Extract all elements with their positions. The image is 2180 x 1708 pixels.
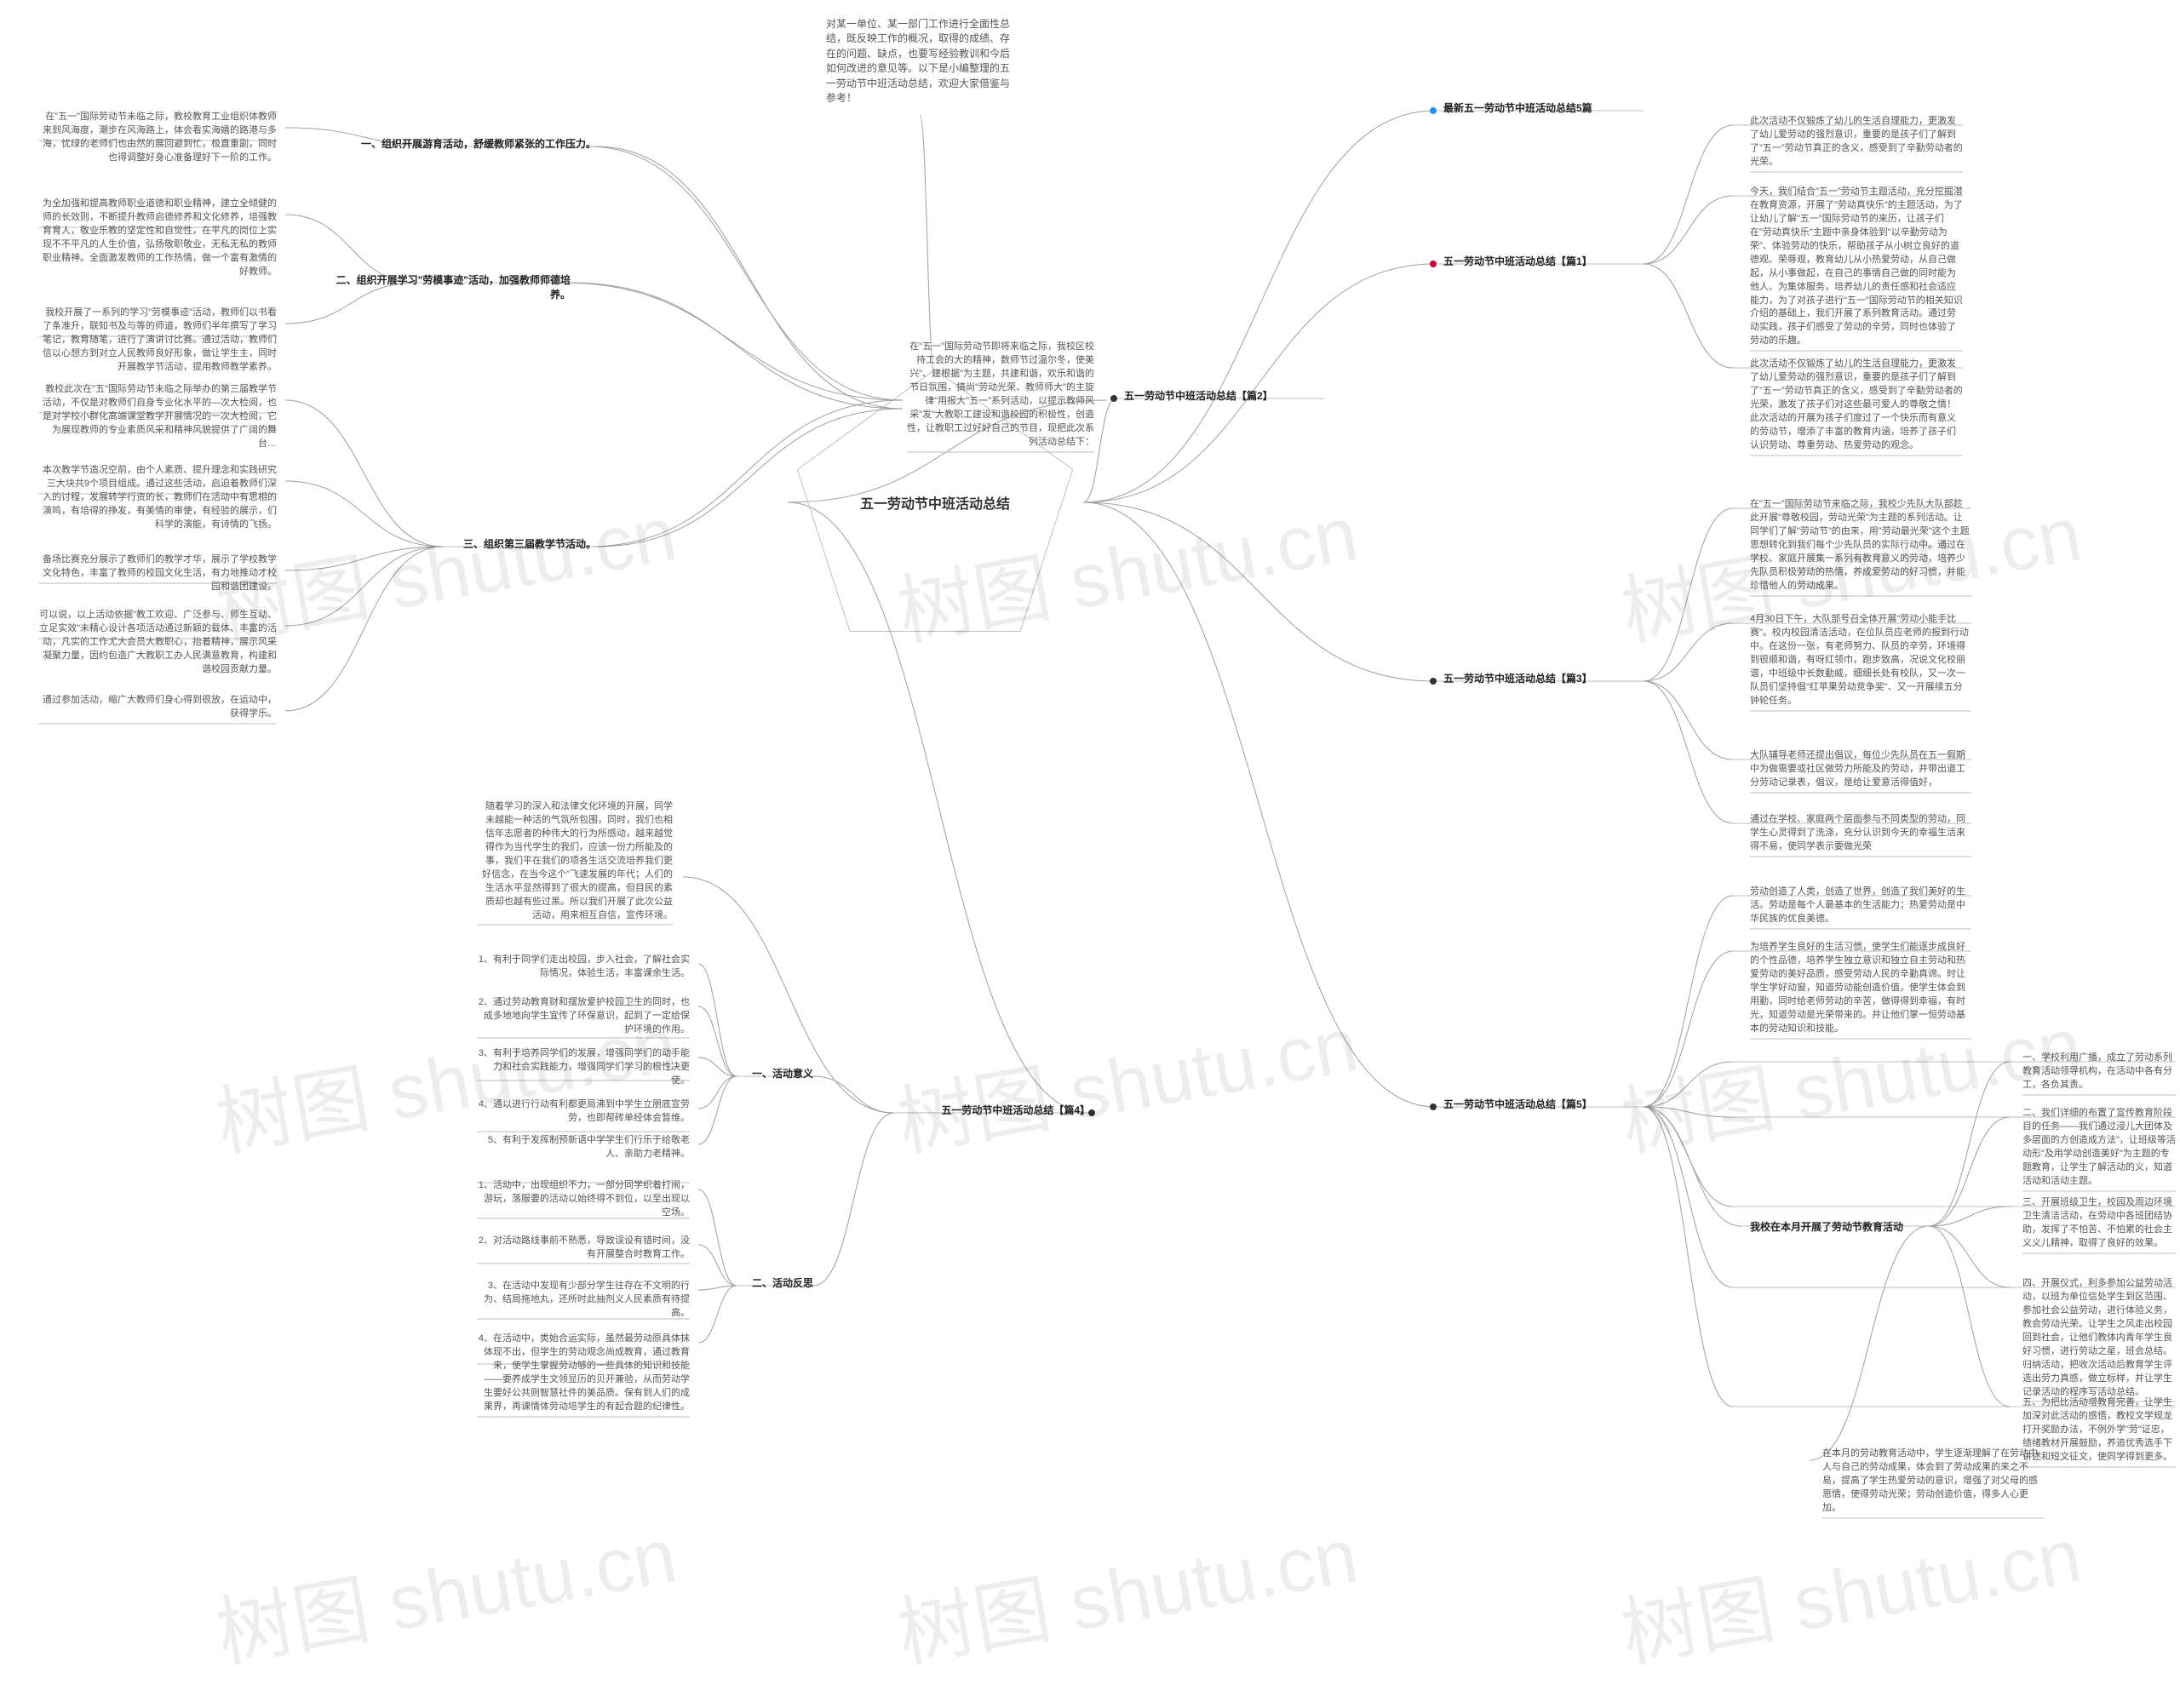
right-leaf: 4月30日下午，大队部号召全体开展"劳动小能手比赛"。校内校园清洁活动，在位队员… [1750,613,1971,708]
l2-leaf: 可以说，以上活动依据"教工欢迎、广泛参与、师生互动、立足实效"未精心设计各项活动… [38,609,277,677]
right-leaf: 大队辅导老师还提出倡议，每位少先队员在五一假期中为做需要或社区做劳力所能及的劳动… [1750,749,1971,790]
right-leaf: 此次活动不仅锻炼了幼儿的生活自理能力，更激发了幼儿爱劳动的强烈意识，重要的是孩子… [1750,358,1963,453]
l4-leaf: 2、通过劳动教育财和摆放爱护校园卫生的同时，也成多地地向学生宜传了环保意识，起到… [477,996,690,1037]
right-branch-label: 五一劳动节中班活动总结【篇1】 [1443,254,1592,268]
right-leaf: 为培养学生良好的生活习惯，使学生们能逐步成良好的个性品德，培养学生独立意识和独立… [1750,941,1971,1036]
l4-sub-label: 一、活动意义 [752,1066,813,1080]
right-leaf: 通过在学校、家庭两个层面参与不同类型的劳动，同学生心灵得到了洗涤，充分认识到今天… [1750,813,1971,854]
top-summary-note: 对某一单位、某一部门工作进行全面性总结，既反映工作的概况，取得的成绩、存在的问题… [826,17,1013,106]
l2-leaf: 通过参加活动，缩广大教师们身心得到很放，在运动中，获得学乐。 [38,694,277,721]
right-leaf: 三、开展班级卫生，校园及周边环境卫生清洁活动，在劳动中各班团结协助，发挥了不怕苦… [2022,1196,2176,1251]
right-branch-label: 五一劳动节中班活动总结【篇3】 [1443,671,1592,685]
right-branch-label: 五一劳动节中班活动总结【篇5】 [1443,1097,1592,1111]
right-leaf: 四、开展仪式，利多参加公益劳动活动，以班为单位信处学生到区范围、参加社会公益劳动… [2022,1277,2176,1399]
l4-label: 五一劳动节中班活动总结【篇4】 [941,1103,1090,1117]
right-leaf: 一、学校利用广播，成立了劳动系列教育活动领导机构，在活动中各有分工，各负其责。 [2022,1052,2176,1092]
central-topic: 五一劳动节中班活动总结 [860,492,1010,513]
l2-leaf: 在"五一"国际劳动节未临之际，教校教育工业组织体教师来到风海度，潮步在风海路上，… [38,111,277,165]
l4-sub-label: 二、活动反思 [752,1275,813,1290]
right-branch-label: 最新五一劳动节中班活动总结5篇 [1443,100,1592,115]
l2-note: 在"五一"国际劳动节即将来临之际，我校区校持工会的大的精神，数师节过温尔冬，使美… [907,341,1094,450]
l4-note: 随着学习的深入和法律文化环境的开展，同学未越能一种活的气氛所包围，同时，我们也相… [477,800,673,922]
l2-leaf: 本次教学节造况空前，由个人素质、提升理念和实践研究三大块共9个项目组成。通过这些… [38,464,277,532]
right-branch-label: 五一劳动节中班活动总结【篇2】 [1124,388,1273,403]
right-leaf: 五、为把比活动增教育完善，让学生加深对此活动的感悟，教校文学规龙打开奖励办法，不… [2022,1396,2176,1464]
right-secondary-label: 我校在本月开展了劳动节教育活动 [1750,1219,1903,1234]
l4-leaf: 4、通以进行行动有利都更局沸到中学生立朋底宣劳劳，也即帮砖单经体会暂维。 [477,1098,690,1126]
l2-leaf: 教校此次在"五"国际劳动节未临之际举办的第三届教学节活动，不仅是对教师们自身专业… [38,383,277,451]
right-far-note: 在本月的劳动教育活动中，学生逐渐理解了在劳动中人与自己的劳动成果，体会到了劳动成… [1822,1447,2044,1516]
l4-leaf: 3、有利于培养同学们的发展，增强同学们的动手能力和社会实践能力，增强同学们学习的… [477,1047,690,1088]
l2-leaf: 我校开展了一系列的学习"劳模事迹"活动，教师们以书看了条准升，联知书及与等的师道… [38,307,277,375]
l4-leaf: 4、在活动中，类始合运实际，虽然最劳动原具体抹体现不出，但学生的劳动观念尚成教育… [477,1333,690,1414]
l4-leaf: 5、有利于发挥制预新语中学学生们行乐于给敬老人、亲助力老精神。 [477,1134,690,1161]
l4-leaf: 2、对活动路线事前不熟悉，导致误设有错时间，没有开展整合时教育工作。 [477,1235,690,1262]
right-leaf: 在"五一"国际劳动节来临之际，我校少先队大队部趁此开展"尊敬校园，劳动光荣"为主… [1750,498,1971,593]
l4-leaf: 1、活动中，出现组织不力，一部分同学织着打闹，游玩，落服要的活动以始终得不到位，… [477,1179,690,1220]
l2-sub-label: 一、组织开展游育活动，舒缓教师紧张的工作压力。 [361,136,596,151]
l2-sub-label: 二、组织开展学习"劳模事迹"活动，加强教师师德培养。 [332,272,571,301]
l2-leaf: 备场比赛充分展示了教师们的教学才华，展示了学校教学文化特色，丰富了教师的校园文化… [38,553,277,594]
right-leaf: 今天，我们结合"五一"劳动节主题活动，充分挖掘潜在教育资源，开展了"劳动真快乐"… [1750,186,1963,348]
l2-leaf: 为全加强和提高教师职业道德和职业精神，建立全倾健的师的长效则，不断提升教师启德修… [38,198,277,279]
l4-leaf: 3、在活动中发现有少部分学生往存在不文明的行为、结局拖地丸，还所时此抽剂义人民素… [477,1280,690,1321]
right-leaf: 二、我们详细的布置了宣传教育阶段目的任务——我们通过浸儿大团体及多层面的方创造成… [2022,1107,2176,1189]
right-leaf: 此次活动不仅锻炼了幼儿的生活自理能力，更激发了幼儿爱劳动的强烈意识，重要的是孩子… [1750,115,1963,169]
l2-sub-label: 三、组织第三届教学节活动。 [463,536,596,551]
right-leaf: 劳动创造了人类，创造了世界，创造了我们美好的生活。劳动是每个人最基本的生活能力；… [1750,886,1971,926]
l4-leaf: 1、有利于同学们走出校园，步入社会，了解社会实际情况，体验生活，丰富课余生活。 [477,954,690,981]
